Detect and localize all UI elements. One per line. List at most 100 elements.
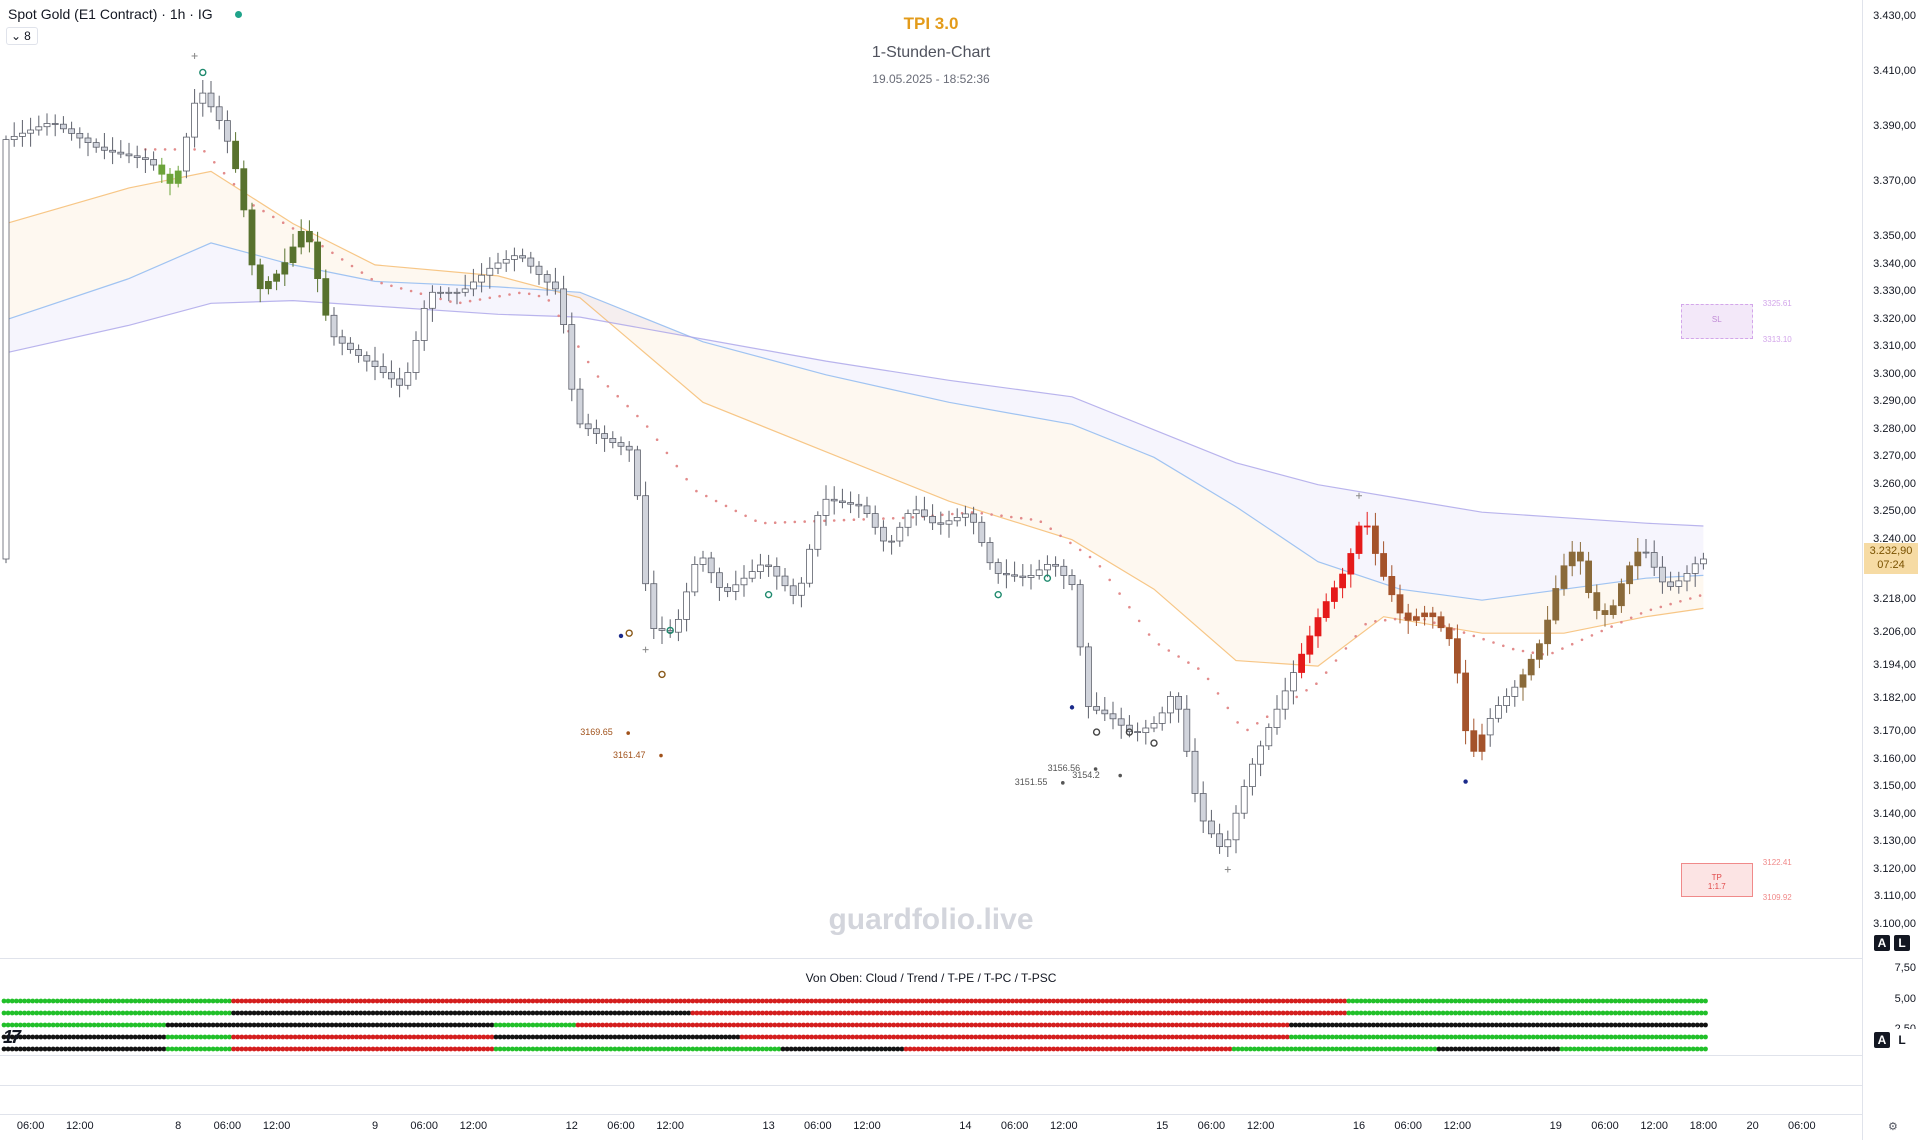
- indicator-dot-t-psc: [579, 1046, 585, 1052]
- indicator-dot-t-pe: [218, 1022, 224, 1028]
- indicator-dot-trend: [34, 1010, 40, 1016]
- indicator-dot-trend: [1350, 1010, 1356, 1016]
- indicator-dot-trend: [842, 1010, 847, 1016]
- indicator-dot-t-psc: [145, 1046, 150, 1052]
- indicator-dot-t-pe: [18, 1022, 23, 1028]
- indicator-dot-t-pe: [309, 1022, 314, 1028]
- indicator-dot-t-pe: [956, 1022, 962, 1028]
- indicator-dot-cloud: [202, 998, 208, 1004]
- indicator-dot-t-pc: [1645, 1034, 1651, 1040]
- indicator-dot-trend: [1133, 1010, 1138, 1016]
- indicator-dot-t-pe: [497, 1022, 503, 1028]
- indicator-dot-t-psc: [1260, 1046, 1266, 1052]
- indicator-dot-t-pe: [1079, 1022, 1085, 1028]
- indicator-dot-t-pc: [128, 1034, 134, 1040]
- indicator-dot-trend: [182, 1010, 187, 1016]
- indicator-dot-cloud: [604, 998, 610, 1004]
- symbol-title[interactable]: Spot Gold (E1 Contract) · 1h · IG: [8, 6, 213, 22]
- indicator-dot-t-pc: [731, 1034, 737, 1040]
- indicator-dot-t-pc: [850, 1034, 856, 1040]
- candle-body: [609, 437, 617, 443]
- indicator-dot-trend: [1539, 1010, 1544, 1016]
- indicator-dot-t-pc: [776, 1034, 782, 1040]
- indicator-dot-t-pc: [977, 1034, 983, 1040]
- indicator-dot-t-psc: [715, 1046, 720, 1052]
- indicator-dot-t-psc: [1473, 1046, 1479, 1052]
- indicator-dot-t-psc: [1248, 1046, 1253, 1052]
- pane-separator[interactable]: [0, 1085, 1862, 1086]
- candle-body: [1363, 525, 1371, 528]
- indicator-dot-cloud: [489, 998, 495, 1004]
- pane-separator[interactable]: [0, 1055, 1862, 1056]
- indicator-dot-cloud: [1551, 998, 1557, 1004]
- candle-body: [1150, 723, 1158, 729]
- indicator-auto-scale-button[interactable]: A: [1874, 1032, 1890, 1048]
- indicator-dot-trend: [1641, 1010, 1647, 1016]
- indicator-dot-t-pc: [1178, 1034, 1184, 1040]
- indicator-dot-t-pc: [1547, 1034, 1553, 1040]
- indicator-dot-t-psc: [911, 1046, 917, 1052]
- indicator-dot-t-psc: [1100, 1046, 1106, 1052]
- indicator-dot-t-pc: [264, 1034, 269, 1040]
- symbol-header[interactable]: Spot Gold (E1 Contract) · 1h · IG: [8, 6, 244, 22]
- indicator-dot-cloud: [1211, 998, 1216, 1004]
- auto-scale-button[interactable]: A: [1874, 935, 1890, 951]
- indicator-dot-t-pc: [366, 1034, 372, 1040]
- indicator-log-scale-button[interactable]: L: [1894, 1032, 1910, 1048]
- take-profit-zone[interactable]: TP 1:1.7: [1680, 862, 1753, 898]
- indicator-dot-cloud: [161, 998, 167, 1004]
- indicator-dot-t-psc: [456, 1046, 462, 1052]
- indicator-dot-cloud: [1198, 998, 1204, 1004]
- indicator-dot-t-pc: [1211, 1034, 1216, 1040]
- indicator-dot-trend: [1268, 1010, 1274, 1016]
- tradingview-logo[interactable]: 17: [3, 1027, 21, 1047]
- indicator-dot-cloud: [153, 998, 159, 1004]
- candle-body: [1667, 581, 1674, 587]
- indicator-dot-t-psc: [169, 1046, 175, 1052]
- indicator-dot-cloud: [1571, 998, 1577, 1004]
- indicator-dot-t-pc: [1448, 1034, 1454, 1040]
- indicator-dot-t-pc: [300, 1034, 306, 1040]
- indicator-dot-cloud: [1260, 998, 1266, 1004]
- indicator-dot-t-pc: [883, 1034, 888, 1040]
- indicator-dot-cloud: [1383, 998, 1389, 1004]
- gear-icon[interactable]: ⚙: [1888, 1121, 1898, 1133]
- candle-body: [1536, 643, 1543, 660]
- indicator-dot-cloud: [1133, 998, 1138, 1004]
- candle-body: [798, 582, 805, 596]
- indicator-dot-trend: [268, 1010, 273, 1016]
- indicator-dot-t-pe: [608, 1022, 614, 1028]
- indicator-dot-cloud: [665, 998, 671, 1004]
- indicator-dot-cloud: [391, 998, 396, 1004]
- indicator-dot-t-pe: [1166, 1022, 1171, 1028]
- indicator-dot-t-psc: [792, 1046, 798, 1052]
- candle-body: [1634, 551, 1642, 567]
- stop-loss-zone[interactable]: SL: [1680, 304, 1753, 339]
- log-scale-button[interactable]: L: [1894, 935, 1910, 951]
- indicator-dot-cloud: [1518, 998, 1524, 1004]
- pane-separator[interactable]: [0, 958, 1862, 959]
- trend-dot: [272, 215, 275, 219]
- indicator-dot-trend: [448, 1010, 454, 1016]
- indicator-dot-trend: [1473, 1010, 1479, 1016]
- indicator-dot-trend: [1264, 1010, 1270, 1016]
- indicator-dot-trend: [1358, 1010, 1364, 1016]
- indicator-dot-t-psc: [485, 1046, 491, 1052]
- indicator-dot-t-pe: [333, 1022, 339, 1028]
- indicator-dot-t-pc: [1399, 1034, 1405, 1040]
- indicator-dot-t-pc: [235, 1034, 241, 1040]
- indicator-dot-t-pe: [1129, 1022, 1134, 1028]
- indicator-dot-t-psc: [1416, 1046, 1421, 1052]
- indicator-dot-t-pc: [1690, 1034, 1696, 1040]
- indicator-dot-trend: [1030, 1010, 1036, 1016]
- indicator-dot-t-psc: [1358, 1046, 1364, 1052]
- indicator-dot-t-psc: [1481, 1046, 1487, 1052]
- indicator-dot-t-pe: [850, 1022, 856, 1028]
- candle-body: [1413, 616, 1420, 621]
- collapse-indicators-button[interactable]: ⌄ 8: [6, 27, 38, 45]
- indicator-dot-t-pe: [1153, 1022, 1159, 1028]
- indicator-dot-t-pe: [71, 1022, 77, 1028]
- indicator-dot-t-pe: [768, 1022, 774, 1028]
- indicator-dot-trend: [1559, 1010, 1565, 1016]
